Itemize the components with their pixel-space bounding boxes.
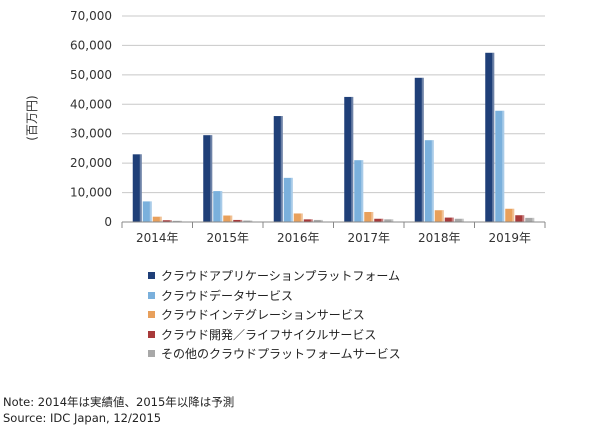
bar-highlight (220, 191, 223, 222)
bar (515, 215, 525, 222)
bar-highlight (391, 219, 394, 222)
legend-item-other-platform-service: その他のクラウドプラットフォームサービス (148, 344, 401, 364)
legend-label: クラウドアプリケーションプラットフォーム (161, 269, 401, 284)
bar (444, 217, 454, 222)
bar (152, 216, 162, 222)
notes: Note: 2014年は実績値、2015年以降は予測 Source: IDC J… (3, 394, 234, 426)
y-tick-label: 20,000 (70, 156, 112, 170)
bar (142, 201, 152, 222)
legend-item-app-platform: クラウドアプリケーションプラットフォーム (148, 266, 401, 286)
y-tick-label: 70,000 (70, 9, 112, 23)
bar (233, 219, 243, 222)
bar-highlight (179, 220, 182, 222)
bar-highlight (461, 218, 464, 222)
bar (293, 213, 303, 222)
x-tick-label: 2018年 (418, 231, 461, 245)
bar (243, 220, 253, 222)
legend: クラウドアプリケーションプラットフォーム クラウドデータサービス クラウドインテ… (148, 266, 401, 364)
bar-highlight (250, 220, 253, 222)
bar (223, 215, 233, 222)
y-axis-ticks: 0 10,000 20,000 30,000 40,000 50,000 60,000 70,… (70, 9, 112, 229)
bar (354, 160, 364, 222)
bar-highlight (532, 217, 535, 222)
bar (424, 140, 434, 222)
bar-highlight (149, 201, 152, 222)
x-tick-label: 2015年 (206, 231, 249, 245)
bar (485, 52, 495, 223)
bar (303, 219, 313, 222)
bar (384, 219, 394, 222)
bar-highlight (159, 216, 162, 222)
bar-highlight (502, 110, 505, 222)
bar-highlight (361, 160, 364, 222)
bar-highlight (310, 219, 313, 222)
bar-highlight (522, 215, 525, 222)
bar-highlight (320, 219, 323, 222)
legend-swatch (148, 311, 155, 319)
bar-highlight (210, 135, 213, 222)
source-text: Source: IDC Japan, 12/2015 (3, 411, 162, 425)
bar (283, 177, 293, 222)
y-tick-label: 0 (104, 215, 112, 229)
bar (364, 211, 374, 222)
bar (525, 217, 535, 222)
bar-highlight (230, 215, 233, 222)
bar (374, 218, 384, 222)
legend-swatch (148, 291, 155, 299)
bar-highlight (290, 177, 293, 222)
legend-label: クラウド開発／ライフサイクルサービス (161, 327, 377, 342)
bar-highlight (139, 154, 142, 222)
note-text: Note: 2014年は実績値、2015年以降は予測 (3, 395, 235, 409)
bar (454, 218, 464, 222)
legend-item-dev-lifecycle-service: クラウド開発／ライフサイクルサービス (148, 325, 401, 345)
legend-item-data-service: クラウドデータサービス (148, 286, 401, 306)
bar (213, 191, 223, 222)
legend-label: クラウドインテグレーションサービス (161, 308, 365, 323)
bar-highlight (512, 208, 515, 222)
bar-highlight (351, 96, 354, 222)
bar-highlight (240, 219, 243, 222)
bar (273, 116, 283, 222)
bar (172, 220, 182, 222)
bar (495, 110, 505, 222)
bar (505, 208, 515, 222)
chart-area: 0 10,000 20,000 30,000 40,000 50,000 60,000 70,… (25, 9, 546, 245)
y-axis-label: (百万円) (25, 95, 39, 140)
bar-highlight (280, 116, 283, 222)
x-tick-label: 2016年 (277, 231, 320, 245)
x-tick-label: 2017年 (347, 231, 390, 245)
bars (132, 52, 535, 223)
bar (313, 219, 323, 222)
bar-highlight (421, 77, 424, 222)
y-tick-label: 30,000 (70, 127, 112, 141)
bar-highlight (441, 210, 444, 222)
legend-swatch (148, 272, 155, 280)
y-tick-label: 10,000 (70, 186, 112, 200)
bar-highlight (451, 217, 454, 222)
bar (203, 135, 213, 222)
y-tick-label: 60,000 (70, 38, 112, 52)
bar (162, 220, 172, 222)
bar-highlight (492, 52, 495, 223)
x-tick-label: 2019年 (488, 231, 531, 245)
bar-highlight (371, 211, 374, 222)
bar (434, 210, 444, 222)
bar (132, 154, 142, 222)
legend-item-integration-service: クラウドインテグレーションサービス (148, 305, 401, 325)
bar-highlight (300, 213, 303, 222)
bar-highlight (431, 140, 434, 222)
bar-highlight (381, 218, 384, 222)
legend-swatch (148, 330, 155, 338)
y-tick-label: 40,000 (70, 97, 112, 111)
legend-swatch (148, 350, 155, 358)
bar (344, 96, 354, 222)
bar-highlight (169, 220, 172, 222)
gridlines (122, 15, 545, 223)
legend-label: その他のクラウドプラットフォームサービス (161, 347, 401, 362)
legend-label: クラウドデータサービス (161, 288, 294, 303)
y-tick-label: 50,000 (70, 68, 112, 82)
x-tick-label: 2014年 (136, 231, 179, 245)
x-axis: 2014年 2015年 2016年 2017年 2018年 2019年 (121, 221, 546, 245)
bar (414, 77, 424, 222)
